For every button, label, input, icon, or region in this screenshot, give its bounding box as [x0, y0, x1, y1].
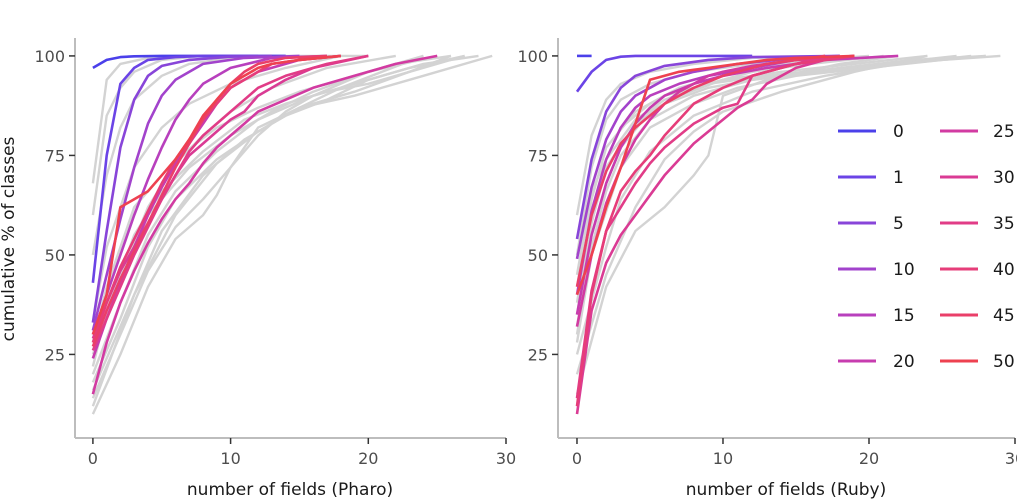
y-tick-label: 50: [45, 246, 65, 265]
x-tick-label: 0: [88, 449, 98, 468]
series-line-15: [91, 54, 328, 335]
legend-label-1: 1: [893, 168, 904, 188]
x-tick-label: 0: [572, 449, 582, 468]
x-axis-title: number of fields (Pharo): [187, 480, 393, 499]
series-line-5: [91, 54, 272, 323]
background-series-line: [575, 54, 972, 335]
x-tick-label: 20: [358, 449, 378, 468]
y-axis-title: cumulative % of classes: [0, 136, 19, 341]
background-series-line: [575, 54, 986, 355]
series-line-1: [575, 54, 753, 93]
y-tick-label: 25: [528, 345, 548, 364]
legend-label-0: 0: [893, 122, 904, 142]
series-line-45: [91, 54, 328, 347]
series-line-5: [575, 54, 840, 240]
legend-label-45: 45: [993, 306, 1015, 326]
y-tick-label: 100: [34, 47, 65, 66]
background-series-line: [91, 54, 342, 323]
series-line-10: [91, 54, 300, 331]
legend-label-50: 50: [993, 352, 1015, 372]
panel-pharo: 25 50 75 100 0 10 20 30 number of fields (Pharo): [34, 38, 516, 499]
y-tick-label: 50: [528, 246, 548, 265]
series-line-35: [91, 54, 369, 351]
background-series-line: [91, 54, 438, 351]
background-series-line: [575, 54, 928, 375]
legend-label-20: 20: [893, 352, 915, 372]
legend-label-15: 15: [893, 306, 915, 326]
series-line-25: [91, 54, 438, 395]
series-line-50: [91, 54, 341, 335]
series-line-40: [575, 54, 855, 407]
y-tick-label: 75: [528, 146, 548, 165]
background-series-line: [91, 54, 300, 256]
x-tick-label: 10: [713, 449, 733, 468]
legend-label-35: 35: [993, 214, 1015, 234]
y-tick-label: 75: [45, 146, 65, 165]
y-tick-label: 100: [517, 47, 548, 66]
series-line-35: [575, 54, 826, 399]
background-series-line: [91, 54, 424, 375]
series-line-1: [91, 54, 259, 283]
legend-label-25: 25: [993, 122, 1015, 142]
x-tick-label: 30: [1005, 449, 1017, 468]
legend-label-10: 10: [893, 260, 915, 280]
series-line-30: [91, 54, 369, 339]
x-tick-label: 30: [496, 449, 516, 468]
x-tick-label: 20: [859, 449, 879, 468]
series-line-50: [575, 54, 855, 296]
legend-label-30: 30: [993, 168, 1015, 188]
background-series-line: [575, 54, 899, 395]
series-line-30: [575, 54, 841, 415]
y-tick-label: 25: [45, 345, 65, 364]
legend-label-5: 5: [893, 214, 904, 234]
background-series-line: [91, 54, 493, 415]
background-series-line: [91, 54, 452, 343]
background-series-line: [91, 54, 424, 407]
x-tick-label: 10: [220, 449, 240, 468]
series-line-20: [575, 54, 899, 315]
x-axis-title: number of fields (Ruby): [686, 480, 886, 499]
series-line-45: [575, 54, 826, 288]
legend-label-40: 40: [993, 260, 1015, 280]
